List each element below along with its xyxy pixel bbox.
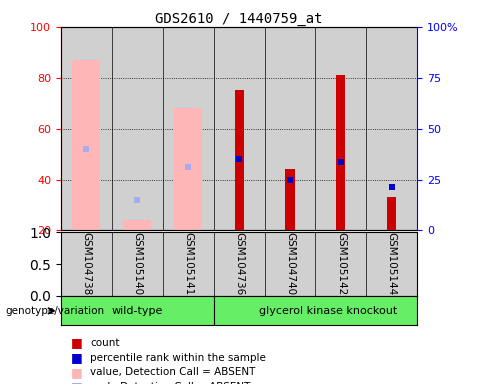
Bar [61,296,214,325]
Bar [163,27,214,230]
Bar [214,27,264,230]
Text: GSM105142: GSM105142 [336,232,346,296]
Text: GSM104738: GSM104738 [81,232,91,296]
Text: genotype/variation: genotype/variation [5,306,104,316]
Text: GSM105144: GSM105144 [387,232,397,296]
Text: ■: ■ [71,366,82,379]
Text: ■: ■ [71,336,82,349]
Bar [387,197,396,230]
Title: GDS2610 / 1440759_at: GDS2610 / 1440759_at [155,12,323,26]
Text: percentile rank within the sample: percentile rank within the sample [90,353,266,362]
Bar [264,27,315,230]
Bar [366,27,417,230]
Text: value, Detection Call = ABSENT: value, Detection Call = ABSENT [90,367,256,377]
Bar [174,108,202,230]
Text: glycerol kinase knockout: glycerol kinase knockout [259,306,397,316]
Text: ■: ■ [71,351,82,364]
Text: GSM105140: GSM105140 [132,232,142,296]
Text: GSM104736: GSM104736 [234,232,244,296]
Text: rank, Detection Call = ABSENT: rank, Detection Call = ABSENT [90,382,251,384]
Bar [112,27,163,230]
Bar [72,60,101,230]
Text: count: count [90,338,120,348]
Text: ■: ■ [71,380,82,384]
Text: wild-type: wild-type [112,306,163,316]
Bar [61,27,112,230]
Bar [315,27,366,230]
Bar [123,220,151,230]
Bar [235,91,244,230]
Bar [214,296,417,325]
Text: GSM104740: GSM104740 [285,232,295,296]
Bar [285,169,295,230]
Bar [336,75,346,230]
Text: GSM105141: GSM105141 [183,232,193,296]
